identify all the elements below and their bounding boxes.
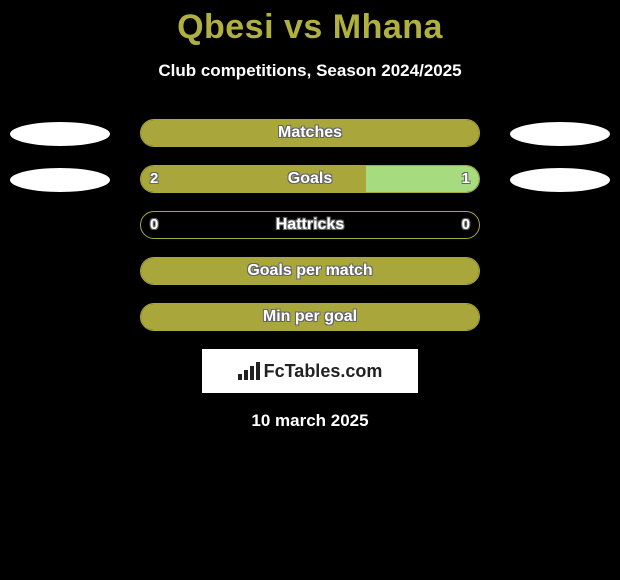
- bar-track: [140, 165, 480, 193]
- stat-row: Goals per match: [0, 257, 620, 285]
- bar-track: [140, 119, 480, 147]
- right-ellipse: [510, 122, 610, 146]
- comparison-stage: Matches Goals21 Hattricks00 Goals per match…: [0, 119, 620, 331]
- stat-row: Goals21: [0, 165, 620, 193]
- bar-left-fill: [141, 304, 479, 330]
- bar-left-fill: [141, 120, 479, 146]
- stat-row: Hattricks00: [0, 211, 620, 239]
- brand-name: FcTables.com: [264, 361, 383, 382]
- bar-right-fill: [366, 166, 479, 192]
- stat-row: Min per goal: [0, 303, 620, 331]
- brand-logo-box: FcTables.com: [202, 349, 418, 393]
- bar-left-fill: [141, 258, 479, 284]
- right-ellipse: [510, 168, 610, 192]
- bar-track: [140, 211, 480, 239]
- bar-left-fill: [141, 166, 366, 192]
- left-ellipse: [10, 122, 110, 146]
- stat-row: Matches: [0, 119, 620, 147]
- page-title: Qbesi vs Mhana: [0, 0, 620, 47]
- bar-track: [140, 257, 480, 285]
- bar-chart-icon: [238, 362, 260, 380]
- bar-track: [140, 303, 480, 331]
- left-ellipse: [10, 168, 110, 192]
- page-subtitle: Club competitions, Season 2024/2025: [0, 61, 620, 81]
- date-line: 10 march 2025: [0, 411, 620, 431]
